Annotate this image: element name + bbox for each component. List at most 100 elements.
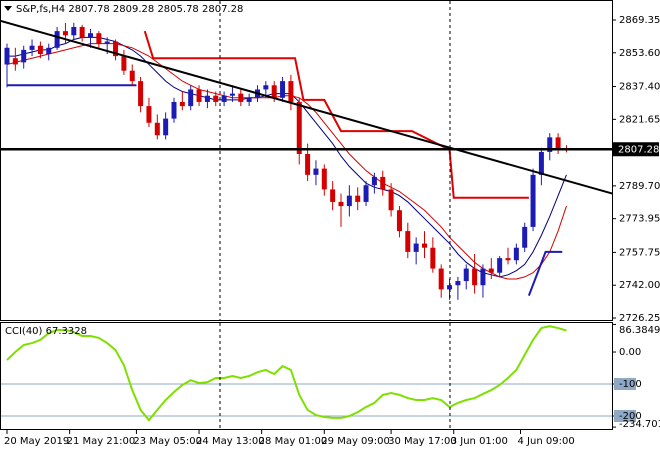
y-tick-label: 2837.40 (619, 82, 660, 93)
level-tag (614, 410, 636, 423)
candle-body (538, 151, 544, 175)
cci-title: CCI(40) 67.3328 (5, 326, 87, 337)
candle-body (54, 31, 60, 48)
candle-body (380, 176, 386, 190)
x-tick-label: 3 Jun 01:00 (451, 436, 508, 447)
candle-body (430, 247, 436, 269)
candle-body (455, 281, 461, 286)
candle-body (104, 41, 110, 44)
candle-body (138, 81, 144, 107)
y-tick-label: 2869.35 (619, 15, 660, 26)
candle-body (438, 268, 444, 290)
candle-body (422, 243, 427, 248)
candle-body (513, 247, 519, 261)
plot-area (0, 19, 613, 422)
candle-body (313, 168, 319, 175)
candle-body (21, 49, 27, 63)
x-tick-label: 20 May 2019 (4, 436, 69, 447)
candle-body (555, 137, 561, 149)
candle-body (29, 45, 35, 50)
y-tick-label: 2821.65 (619, 114, 660, 125)
level-tag (614, 378, 636, 391)
x-tick-label: 21 May 21:00 (67, 436, 136, 447)
candle-body (463, 268, 469, 282)
candle-body (413, 243, 419, 252)
candle-body (547, 137, 553, 152)
x-tick-label: 30 May 17:00 (388, 436, 457, 447)
candle-body (146, 106, 152, 123)
candle-body (480, 268, 486, 286)
y-tick-label: -234.701 (619, 419, 660, 430)
y-tick-label: 2742.00 (619, 280, 660, 291)
x-tick-label: 28 May 01:00 (259, 436, 328, 447)
main-frame (0, 0, 613, 321)
candle-body (321, 168, 327, 190)
candle-body (396, 210, 402, 232)
candle-body (296, 101, 302, 155)
y-tick-label: 2773.95 (619, 214, 660, 225)
candle-body (288, 81, 294, 102)
x-tick-label: 23 May 05:00 (133, 436, 202, 447)
candle-body (530, 174, 536, 227)
price-tag (613, 142, 659, 157)
candle-body (37, 45, 43, 55)
candle-body (346, 195, 352, 207)
candle-body (271, 85, 277, 98)
candle-body (497, 258, 503, 273)
candle-body (338, 201, 344, 207)
cci-frame (0, 322, 613, 430)
x-tick-label: 4 Jun 09:00 (518, 436, 575, 447)
candle-body (263, 85, 269, 90)
candle-body (129, 70, 135, 82)
candle-body (171, 101, 177, 119)
y-tick-label: 2757.75 (619, 247, 660, 258)
candle-body (121, 56, 127, 71)
step-line (527, 250, 563, 296)
candle-body (355, 195, 361, 202)
candle-body (246, 97, 252, 102)
candle-body (154, 122, 160, 136)
candle-body (238, 93, 244, 102)
candle-body (163, 118, 169, 136)
trend-line (0, 19, 613, 195)
candle-body (221, 95, 227, 102)
candle-body (213, 95, 219, 102)
chart-title: S&P,fs,H4 2807.78 2809.28 2805.78 2807.2… (16, 4, 243, 15)
y-tick-label: 2789.70 (619, 181, 660, 192)
candle-body (12, 58, 18, 65)
y-tick-label: -200 (619, 411, 642, 422)
candle-body (447, 285, 453, 290)
candle-body (188, 89, 194, 107)
candle-body (179, 101, 185, 107)
candle-body (280, 81, 286, 98)
candle-body (4, 47, 10, 65)
candle-body (62, 31, 68, 36)
candle-body (405, 231, 411, 252)
x-tick-label: 29 May 09:00 (321, 436, 390, 447)
y-tick-label: 86.3849 (619, 325, 660, 336)
y-tick-label: 2726.25 (619, 313, 660, 324)
candle-body (388, 189, 394, 211)
price-tag-label: 2807.28 (618, 144, 659, 155)
candle-body (204, 95, 210, 102)
candle-body (71, 26, 77, 36)
x-tick-label: 24 May 13:00 (196, 436, 265, 447)
candle-body (522, 226, 528, 248)
cci-line (6, 325, 567, 422)
y-tick-label: 0.00 (619, 347, 641, 358)
candle-body (472, 268, 478, 286)
candle-body (196, 89, 202, 102)
candle-body (330, 189, 336, 202)
candle-body (79, 26, 85, 38)
y-tick-label: -100 (619, 379, 642, 390)
candle-body (46, 47, 52, 55)
candle-body (505, 258, 511, 261)
candle-body (88, 33, 93, 38)
candle-body (305, 154, 311, 175)
candle-body (363, 185, 369, 202)
candle-body (96, 33, 102, 44)
menu-icon[interactable] (4, 6, 12, 11)
candle-body (113, 41, 119, 57)
